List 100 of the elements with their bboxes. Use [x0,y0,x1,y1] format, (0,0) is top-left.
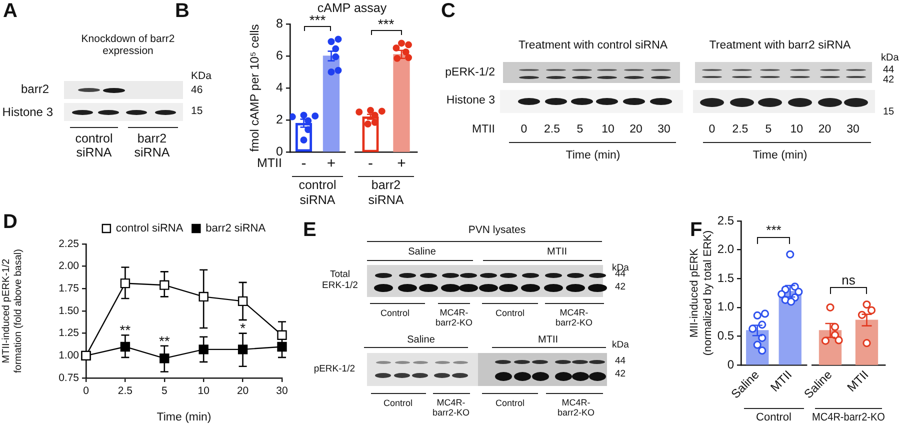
y-tick-label: 4 [276,80,284,94]
annotation: *** [766,222,782,238]
text: Time (min) [566,149,620,163]
point [198,292,208,302]
text: 30 [846,123,860,137]
text: barr2 siRNA [133,132,171,160]
text: 2.5 [732,123,748,137]
text: MC4R-barr2-KO [556,398,596,418]
text: pERK-1/2 [314,364,355,376]
text: MC4R-barr2-KO [431,398,470,418]
x-tick-label: 2.5 [118,385,133,398]
text: 44 [615,356,626,368]
annotation: ** [158,332,170,349]
text: kDa [612,340,629,352]
y-tick-label: 2 [276,112,284,126]
text: 20 [630,123,642,137]
text: Saline [408,246,436,258]
x-axis-title: MC4R-barr2-KO [812,411,885,424]
annotation: ns [842,272,856,288]
text: 5 [765,123,772,137]
y-tick-label: 1.00 [58,350,80,362]
x-axis-title: control siRNA [298,178,336,207]
text: 46 [191,84,203,96]
y-axis-title: MTII-induced pERK-1/2 formation (fold above basal) [0,249,24,373]
x-axis-title: barr2 siRNA [368,178,404,207]
annotation: ** [120,322,131,338]
text: 42 [615,282,626,294]
y-tick-label: 0 [727,357,734,372]
text: Treatment with control siRNA [518,39,668,53]
y-tick-label: 0.5 [717,328,734,343]
text: Histone 3 [446,94,495,108]
text: E [303,219,316,241]
point [198,344,208,354]
y-tick-label: 0.75 [58,372,80,384]
text: 0 [520,123,528,137]
text: KDa [191,70,212,82]
legend-label: control siRNA [116,222,184,235]
legend-label: barr2 siRNA [206,222,266,235]
text: 15 [883,106,894,118]
text: kDa [881,52,899,64]
text: 10 [790,123,803,137]
text: MTII [472,123,495,137]
x-tick-label: 10 [198,385,210,398]
chart-title: cAMP assay [317,0,387,15]
y-tick-label: 1.5 [717,270,734,285]
text: 2.5 [544,123,560,137]
text: Control [495,398,525,408]
annotation: * [240,320,246,336]
text: Saline [407,334,435,346]
text: barr2 [20,82,49,97]
text: Treatment with barr2 siRNA [709,39,851,53]
x-tick-label: 30 [276,385,288,398]
text: 42 [883,74,894,86]
point [238,344,248,354]
annotation: *** [309,12,326,28]
text: C [441,0,456,22]
text: B [175,0,190,22]
y-tick-label: 1.75 [58,282,80,295]
text: 15 [191,104,203,118]
text: 42 [615,368,626,380]
point [120,278,130,288]
point [160,280,170,290]
text: Time (min) [752,149,808,163]
text: MC4R-barr2-KO [554,308,594,328]
x-axis-title: Time (min) [156,411,212,424]
x-tick-label: 0 [83,385,90,398]
y-tick-label: 2.25 [58,238,80,250]
text: Control [380,308,410,318]
text: Total ERK-1/2 [321,269,359,292]
text: D [3,211,18,233]
point [238,296,248,306]
y-tick-label: 2.5 [717,213,734,228]
x-tick-label: + [326,155,336,172]
point [120,342,130,352]
text: 30 [658,123,670,137]
y-tick-label: 1.50 [58,304,80,317]
text: MTII [547,246,567,258]
text: 5 [576,123,584,137]
text: Control [495,308,525,318]
y-tick-label: 1.25 [58,327,80,340]
text: Knockdown of barr2 expression [80,32,176,58]
point [277,342,287,352]
y-tick-label: 6 [276,48,284,62]
point [277,330,287,340]
y-tick-label: 1.0 [717,300,734,314]
text: MC4R-barr2-KO [434,308,474,328]
x-tick-label: - [368,155,373,172]
x-axis-title: Control [756,411,792,424]
text: 20 [818,123,832,137]
x-tick-label: + [397,155,406,172]
text: PVN lysates [468,224,526,236]
y-axis-title: fmol cAMP per 10⁵ cells [248,24,262,152]
x-tick-label: - [301,155,306,172]
x-tick-label: 5 [161,385,168,398]
y-tick-label: 2.0 [717,242,734,256]
point [160,354,170,364]
text: MTII [538,334,558,346]
text: 0 [708,123,716,137]
text: Control [383,398,413,408]
text: A [3,0,18,22]
